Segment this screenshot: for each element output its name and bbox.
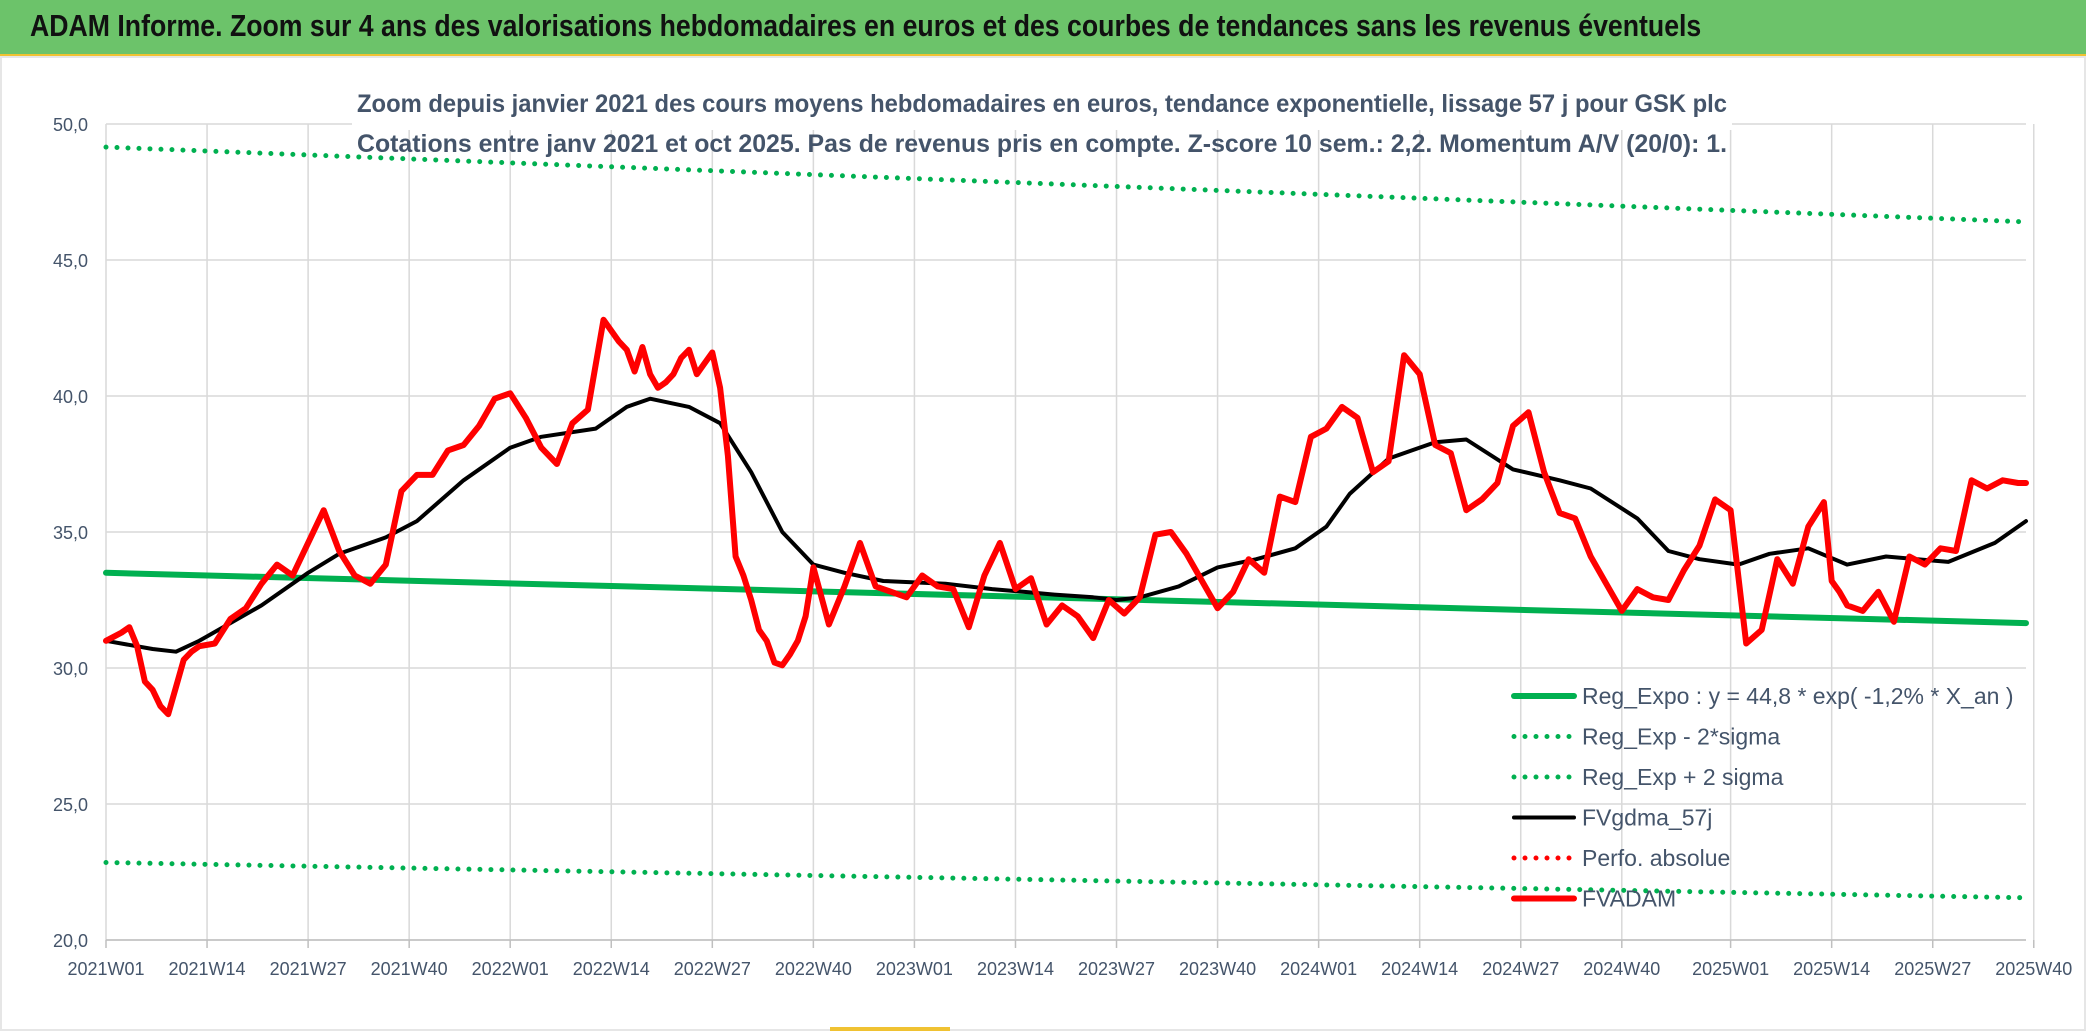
x-tick-label: 2021W27 xyxy=(270,959,347,979)
series-line-fvadam xyxy=(103,316,2029,718)
x-tick-label: 2025W27 xyxy=(1894,959,1971,979)
x-tick-label: 2022W14 xyxy=(573,959,650,979)
series-line-fvgdma-57j xyxy=(104,396,2028,654)
chart-subtitle: Cotations entre janv 2021 et oct 2025. P… xyxy=(357,130,1727,158)
x-tick-label: 2023W27 xyxy=(1078,959,1155,979)
bottom-accent xyxy=(830,1027,950,1031)
legend-label: Reg_Expo : y = 44,8 * exp( -1,2% * X_an … xyxy=(1582,683,2014,709)
x-tick-label: 2025W01 xyxy=(1692,959,1769,979)
x-tick-label: 2024W27 xyxy=(1482,959,1559,979)
x-tick-label: 2024W40 xyxy=(1583,959,1660,979)
x-tick-label: 2025W14 xyxy=(1793,959,1870,979)
y-tick-label: 50,0 xyxy=(53,115,88,135)
y-tick-label: 30,0 xyxy=(53,659,88,679)
x-tick-label: 2022W27 xyxy=(674,959,751,979)
x-tick-label: 2023W40 xyxy=(1179,959,1256,979)
series-line-reg-expo xyxy=(103,569,2029,627)
page-title: ADAM Informe. Zoom sur 4 ans des valoris… xyxy=(30,8,1702,43)
chart-titles: Zoom depuis janvier 2021 des cours moyen… xyxy=(352,74,1732,158)
legend-label: Reg_Exp - 2*sigma xyxy=(1582,724,1780,750)
legend: Reg_Expo : y = 44,8 * exp( -1,2% * X_an … xyxy=(1511,683,2014,912)
line-chart: 20,0 25,0 30,0 35,0 40,0 45,0 50,0 2021W01 2021W… xyxy=(53,74,2072,979)
x-tick-label: 2024W01 xyxy=(1280,959,1357,979)
chart-frame: 20,0 25,0 30,0 35,0 40,0 45,0 50,0 2021W01 2021W… xyxy=(0,56,2086,1031)
x-tick-label: 2021W14 xyxy=(169,959,246,979)
legend-label: FVgdma_57j xyxy=(1582,805,1712,831)
x-tick-label: 2022W40 xyxy=(775,959,852,979)
axes: 20,0 25,0 30,0 35,0 40,0 45,0 50,0 2021W01 2021W… xyxy=(53,115,2072,979)
y-tick-label: 20,0 xyxy=(53,931,88,951)
y-tick-label: 45,0 xyxy=(53,251,88,271)
x-tick-label: 2023W14 xyxy=(977,959,1054,979)
legend-label: FVADAM xyxy=(1582,886,1676,912)
header-banner: ADAM Informe. Zoom sur 4 ans des valoris… xyxy=(0,0,2086,56)
y-tick-label: 25,0 xyxy=(53,795,88,815)
gridlines xyxy=(105,123,2035,941)
y-tick-label: 40,0 xyxy=(53,387,88,407)
series-line-reg-exp xyxy=(103,144,2029,225)
x-tick-label: 2021W40 xyxy=(371,959,448,979)
series-line-reg-exp xyxy=(103,860,2029,901)
x-tick-label: 2023W01 xyxy=(876,959,953,979)
title-backdrop xyxy=(352,74,1732,130)
legend-label: Perfo. absolue xyxy=(1582,845,1730,871)
x-tick-label: 2024W14 xyxy=(1381,959,1458,979)
x-tick-label: 2025W40 xyxy=(1995,959,2072,979)
x-tick-label: 2022W01 xyxy=(472,959,549,979)
chart-title: Zoom depuis janvier 2021 des cours moyen… xyxy=(357,90,1727,118)
legend-label: Reg_Exp + 2 sigma xyxy=(1582,764,1784,790)
series-layer xyxy=(103,144,2029,901)
x-tick-label: 2021W01 xyxy=(67,959,144,979)
y-tick-label: 35,0 xyxy=(53,523,88,543)
